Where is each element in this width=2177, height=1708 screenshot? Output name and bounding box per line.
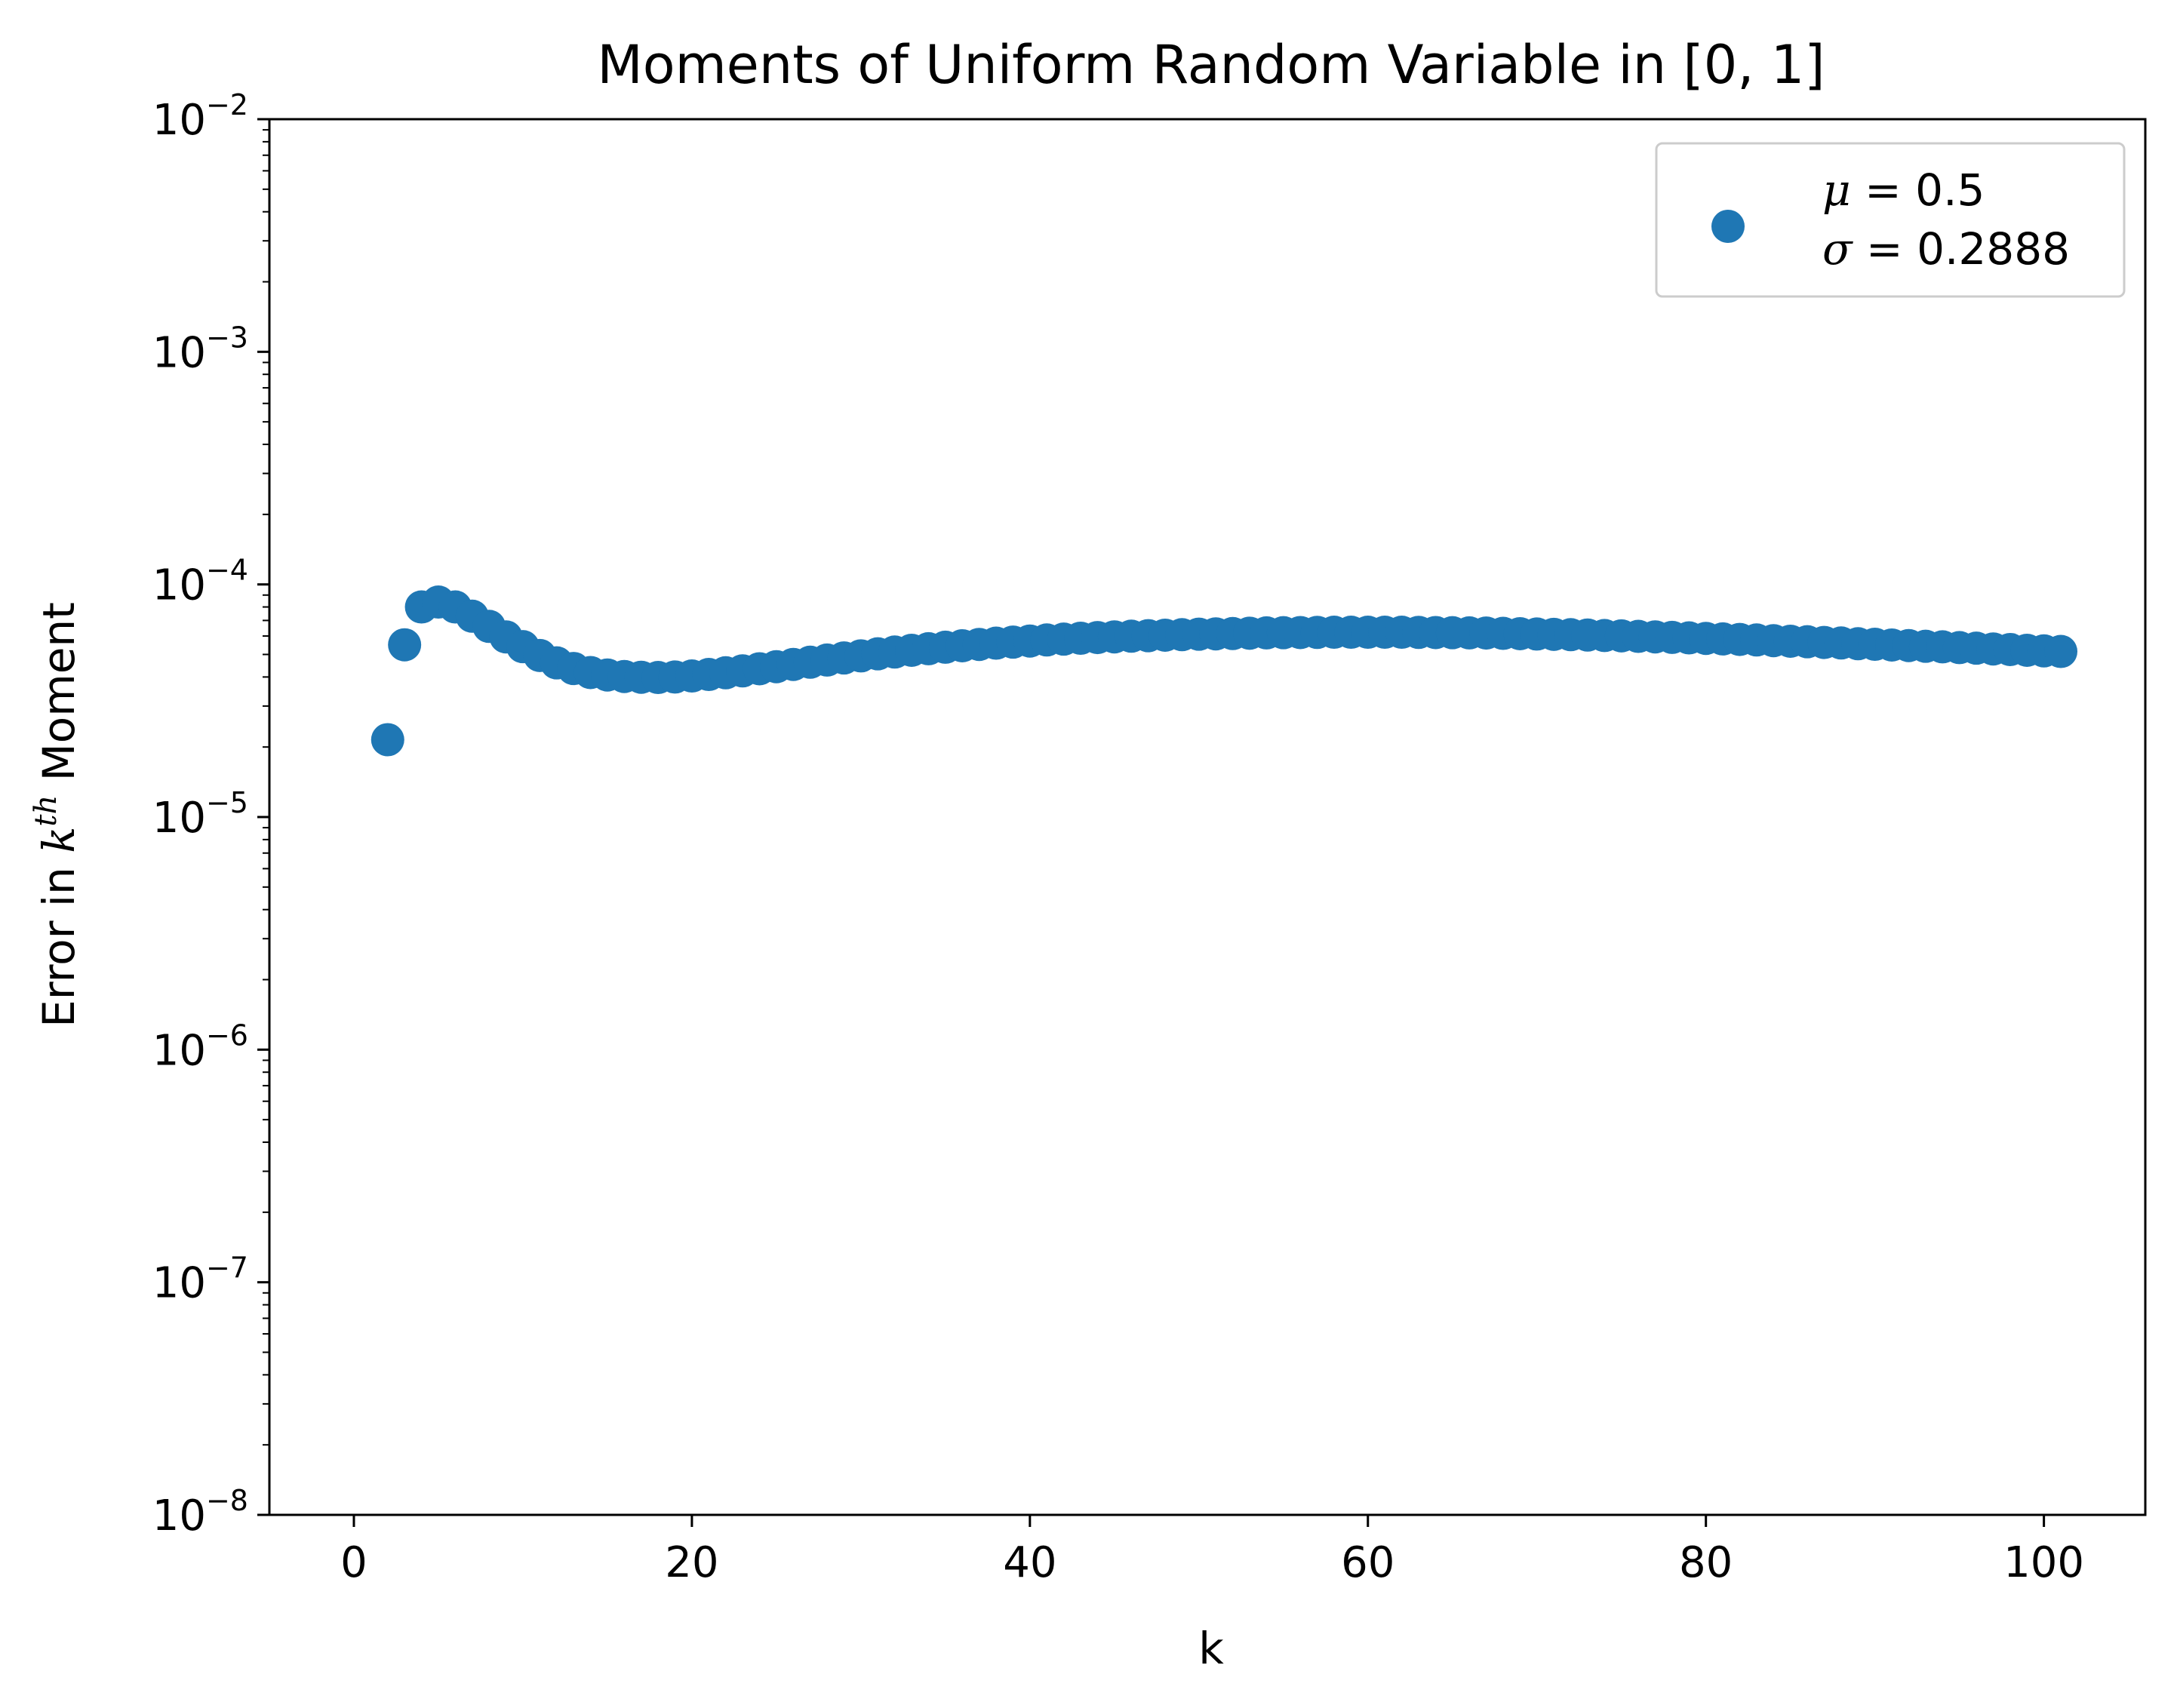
x-axis-label: k xyxy=(1198,1623,1224,1674)
y-axis-label: Error in kth Moment xyxy=(29,602,85,1028)
y-axis-label-var: k xyxy=(33,827,85,853)
legend-mu-symbol: μ xyxy=(1822,164,1851,216)
x-tick-label: 20 xyxy=(665,1538,718,1587)
x-tick-label: 60 xyxy=(1341,1538,1394,1587)
legend-mu-line: μ = 0.5 xyxy=(1822,164,1985,216)
legend-sigma-value: = 0.2888 xyxy=(1853,223,2070,275)
legend-box xyxy=(1655,142,2126,298)
y-tick-label: 10−2 xyxy=(152,88,248,145)
y-tick-label: 10−3 xyxy=(152,321,248,377)
data-points xyxy=(371,585,2078,757)
x-tick-label: 100 xyxy=(2003,1538,2084,1587)
y-tick-label: 10−4 xyxy=(152,554,248,610)
legend-sigma-symbol: σ xyxy=(1822,223,1853,275)
plot-frame xyxy=(268,118,2147,1516)
y-axis-label-suffix: Moment xyxy=(33,602,85,795)
legend-marker xyxy=(1711,210,1745,243)
x-tick-label: 80 xyxy=(1679,1538,1733,1587)
legend-sigma-line: σ = 0.2888 xyxy=(1822,223,2070,275)
chart-title: Moments of Uniform Random Variable in [0… xyxy=(597,34,1825,96)
data-point xyxy=(388,628,422,662)
data-point xyxy=(371,723,404,757)
x-axis-ticks: 0 20 40 60 80 100 xyxy=(340,1515,2084,1587)
y-tick-label: 10−8 xyxy=(152,1484,248,1541)
x-tick-label: 40 xyxy=(1003,1538,1056,1587)
y-tick-label: 10−6 xyxy=(152,1018,248,1075)
x-tick-label: 0 xyxy=(340,1538,367,1587)
y-tick-label: 10−5 xyxy=(152,786,248,843)
legend-mu-value: = 0.5 xyxy=(1851,164,1985,216)
legend: μ = 0.5 σ = 0.2888 xyxy=(1655,142,2126,298)
y-tick-label: 10−7 xyxy=(152,1252,248,1308)
y-axis-ticks: 10−8 10−7 10−6 10−5 10−4 10−3 10−2 xyxy=(152,88,269,1541)
y-axis-label-prefix: Error in xyxy=(33,853,85,1028)
data-point xyxy=(2044,634,2078,668)
y-axis-label-sup: th xyxy=(29,795,63,827)
